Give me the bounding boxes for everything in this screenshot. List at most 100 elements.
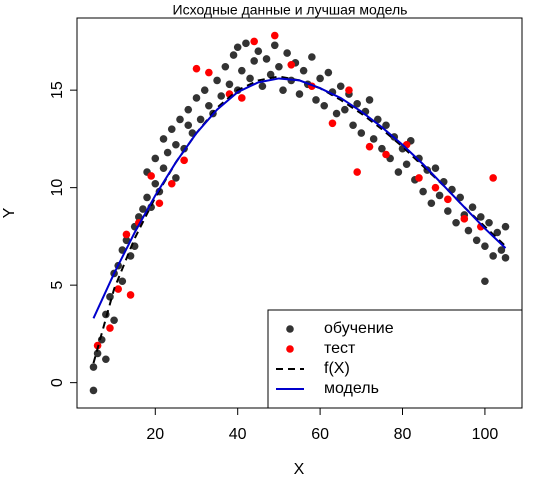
legend-symbol — [286, 345, 294, 353]
point — [341, 105, 349, 114]
point — [378, 144, 386, 153]
point — [155, 199, 164, 208]
point — [118, 277, 127, 286]
point — [481, 277, 489, 286]
point — [159, 135, 168, 143]
point — [217, 92, 226, 100]
point — [382, 150, 390, 159]
point — [497, 246, 506, 254]
point — [238, 66, 246, 75]
point — [324, 68, 333, 77]
point — [468, 203, 477, 211]
y-tick-label: 0 — [49, 378, 66, 387]
legend-box — [267, 309, 523, 409]
point — [106, 324, 114, 332]
point — [147, 172, 155, 180]
point — [184, 121, 193, 130]
point — [270, 31, 279, 40]
legend-label: модель — [324, 380, 379, 397]
point — [122, 230, 131, 239]
point — [299, 66, 308, 75]
point — [163, 148, 172, 157]
chart-title: Исходные данные и лучшая модель — [173, 2, 408, 18]
point — [221, 62, 230, 71]
point — [452, 218, 460, 227]
point — [246, 74, 254, 83]
point — [167, 125, 176, 133]
point — [176, 115, 184, 124]
y-tick-label: 15 — [49, 81, 66, 99]
point — [196, 115, 205, 124]
line — [92, 77, 507, 319]
point — [143, 193, 151, 202]
point — [135, 213, 143, 221]
legend-symbol — [286, 325, 294, 333]
point — [106, 293, 114, 301]
point — [258, 82, 267, 91]
point — [229, 51, 238, 59]
y-axis-label: Y — [1, 207, 18, 218]
point — [242, 39, 250, 48]
point — [192, 94, 201, 102]
point — [402, 160, 411, 169]
point — [151, 179, 160, 188]
point — [472, 236, 481, 245]
point — [126, 291, 135, 299]
x-tick-label: 40 — [229, 426, 247, 443]
point — [89, 386, 98, 395]
point — [275, 62, 283, 71]
point — [464, 226, 473, 235]
legend-label: тест — [324, 340, 356, 357]
legend-label: обучение — [324, 320, 394, 337]
legend-label: f(X) — [324, 360, 350, 377]
point — [419, 187, 427, 196]
point — [180, 156, 188, 165]
point — [345, 86, 353, 94]
point — [489, 252, 497, 260]
point — [139, 205, 147, 213]
point — [365, 142, 374, 151]
point — [213, 76, 221, 85]
x-tick-label: 100 — [472, 426, 499, 443]
point — [184, 105, 193, 114]
point — [262, 55, 271, 63]
point — [476, 213, 485, 221]
point — [312, 96, 320, 104]
point — [431, 183, 440, 192]
point — [270, 41, 279, 50]
x-tick-label: 80 — [394, 426, 412, 443]
point — [89, 363, 98, 371]
point — [415, 174, 423, 182]
y-tick-label: 5 — [49, 281, 66, 290]
point — [320, 101, 329, 110]
point — [233, 43, 242, 52]
point — [295, 90, 304, 98]
point — [279, 86, 287, 94]
point — [501, 222, 510, 231]
point — [382, 121, 390, 130]
point — [444, 195, 452, 204]
point — [250, 37, 258, 46]
point — [266, 70, 275, 79]
point — [172, 140, 180, 149]
point — [427, 199, 436, 208]
point — [328, 119, 337, 128]
x-tick-label: 20 — [146, 426, 164, 443]
point — [357, 129, 366, 137]
point — [369, 135, 378, 143]
point — [456, 193, 464, 202]
point — [332, 109, 341, 118]
point — [225, 80, 234, 89]
point — [102, 355, 110, 364]
point — [254, 47, 263, 55]
point — [481, 242, 489, 250]
point — [435, 191, 444, 200]
point — [501, 254, 510, 262]
point — [200, 86, 209, 94]
point — [250, 57, 258, 65]
point — [316, 74, 324, 83]
point — [353, 100, 361, 108]
point — [287, 61, 296, 69]
point — [192, 64, 201, 73]
